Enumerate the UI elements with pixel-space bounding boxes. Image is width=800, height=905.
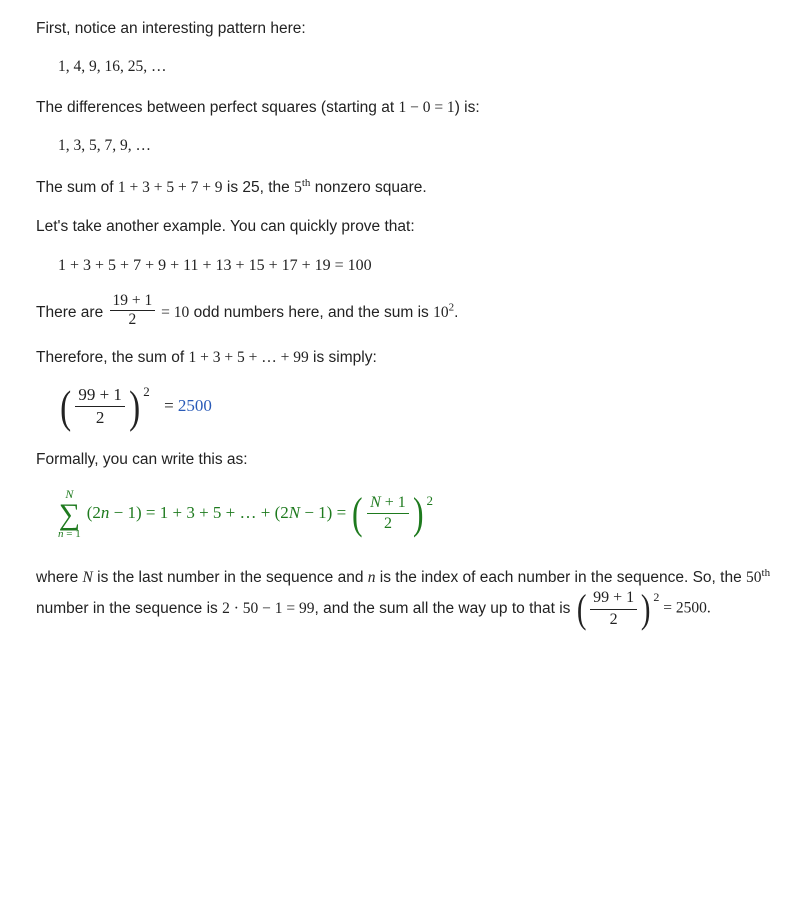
equals-sign: =	[164, 396, 178, 415]
sum-25-line: The sum of 1 + 3 + 5 + 7 + 9 is 25, the …	[36, 176, 772, 200]
sequence-squares: 1, 4, 9, 16, 25, …	[58, 56, 772, 78]
text: .	[454, 304, 458, 321]
fraction-numerator: 19 + 1	[110, 293, 156, 311]
text: The sum of	[36, 179, 118, 196]
text: ) is:	[455, 99, 480, 116]
equation-2500: ( 99 + 1 2 ) 2 = 2500	[58, 385, 772, 427]
var-n: n	[368, 569, 376, 586]
another-example-line: Let's take another example. You can quic…	[36, 216, 772, 238]
text: where	[36, 569, 83, 586]
math-inline: = 2500.	[659, 600, 710, 617]
right-paren-icon: )	[641, 591, 651, 627]
text: is 25, the	[223, 179, 295, 196]
fraction-denominator: 2	[367, 514, 409, 533]
fraction-99b: 99 + 1 2	[590, 589, 637, 629]
ten-base: 10	[433, 304, 449, 321]
equation-sum-100: 1 + 3 + 5 + 7 + 9 + 11 + 13 + 15 + 17 + …	[58, 254, 772, 277]
sigma-operator: N ∑ n = 1	[58, 488, 81, 540]
ordinal-base: 5	[294, 179, 302, 196]
fraction-denominator: 2	[110, 311, 156, 328]
text: is simply:	[309, 349, 377, 366]
sigma-lower-limit: n = 1	[58, 529, 81, 540]
fraction-denominator: 2	[75, 407, 125, 428]
differences-line: The differences between perfect squares …	[36, 97, 772, 119]
text: is the last number in the sequence and	[93, 569, 368, 586]
left-paren-icon: (	[577, 591, 587, 627]
fraction-numerator: N + 1	[367, 494, 409, 514]
paren-fraction-squared: ( 99 + 1 2 ) 2	[58, 385, 150, 427]
equals-result: = 2500	[164, 396, 212, 415]
count-odds-line: There are 19 + 1 2 = 10 odd numbers here…	[36, 295, 772, 331]
sigma-body-text: (2n − 1) = 1 + 3 + 5 + … + (2N − 1) =	[87, 503, 351, 522]
math-inline: 1 + 3 + 5 + … + 99	[189, 349, 309, 366]
sigma-expression: N ∑ n = 1 (2n − 1) = 1 + 3 + 5 + … + (2N…	[58, 488, 433, 540]
therefore-line: Therefore, the sum of 1 + 3 + 5 + … + 99…	[36, 347, 772, 369]
math-inline: = 10	[157, 304, 189, 321]
equation-sigma: N ∑ n = 1 (2n − 1) = 1 + 3 + 5 + … + (2N…	[58, 488, 772, 540]
exponent: 2	[143, 383, 150, 402]
fraction-10: 19 + 1 2	[110, 293, 156, 329]
text: number in the sequence is	[36, 600, 222, 617]
right-paren-icon: )	[129, 386, 140, 427]
var-N: N	[83, 569, 93, 586]
fraction-numerator: 99 + 1	[75, 385, 125, 407]
sequence-odds: 1, 3, 5, 7, 9, …	[58, 135, 772, 157]
text: , and the sum all the way up to that is	[315, 600, 575, 617]
formally-line: Formally, you can write this as:	[36, 449, 772, 471]
math-inline: 1 + 3 + 5 + 7 + 9	[118, 179, 223, 196]
ordinal-sup: th	[762, 567, 771, 579]
fraction-99: 99 + 1 2	[75, 385, 125, 427]
fraction-numerator: 99 + 1	[590, 589, 637, 609]
answer-2500: 2500	[178, 396, 212, 415]
intro-line: First, notice an interesting pattern her…	[36, 18, 772, 40]
closing-paragraph: where N is the last number in the sequen…	[36, 566, 772, 629]
text: Therefore, the sum of	[36, 349, 189, 366]
text: odd numbers here, and the sum is	[189, 304, 433, 321]
fraction-N: N + 1 2	[367, 494, 409, 534]
left-paren-icon: (	[352, 494, 363, 534]
left-paren-icon: (	[60, 386, 71, 427]
sigma-body: (2n − 1) = 1 + 3 + 5 + … + (2N − 1) = ( …	[87, 494, 433, 534]
fraction-denominator: 2	[590, 610, 637, 629]
math-inline: 1 − 0 = 1	[398, 99, 454, 116]
text: The differences between perfect squares …	[36, 99, 398, 116]
paren-fraction-squared: ( 99 + 1 2 ) 2	[575, 589, 660, 629]
ordinal-base: 50	[746, 569, 762, 586]
paren-fraction-squared: ( N + 1 2 ) 2	[350, 494, 433, 534]
sigma-icon: ∑	[59, 501, 80, 528]
right-paren-icon: )	[413, 494, 424, 534]
text: There are	[36, 304, 108, 321]
text: nonzero square.	[310, 179, 426, 196]
exponent: 2	[426, 492, 433, 511]
math-inline: 2 · 50 − 1 = 99	[222, 600, 314, 617]
text: is the index of each number in the seque…	[376, 569, 747, 586]
